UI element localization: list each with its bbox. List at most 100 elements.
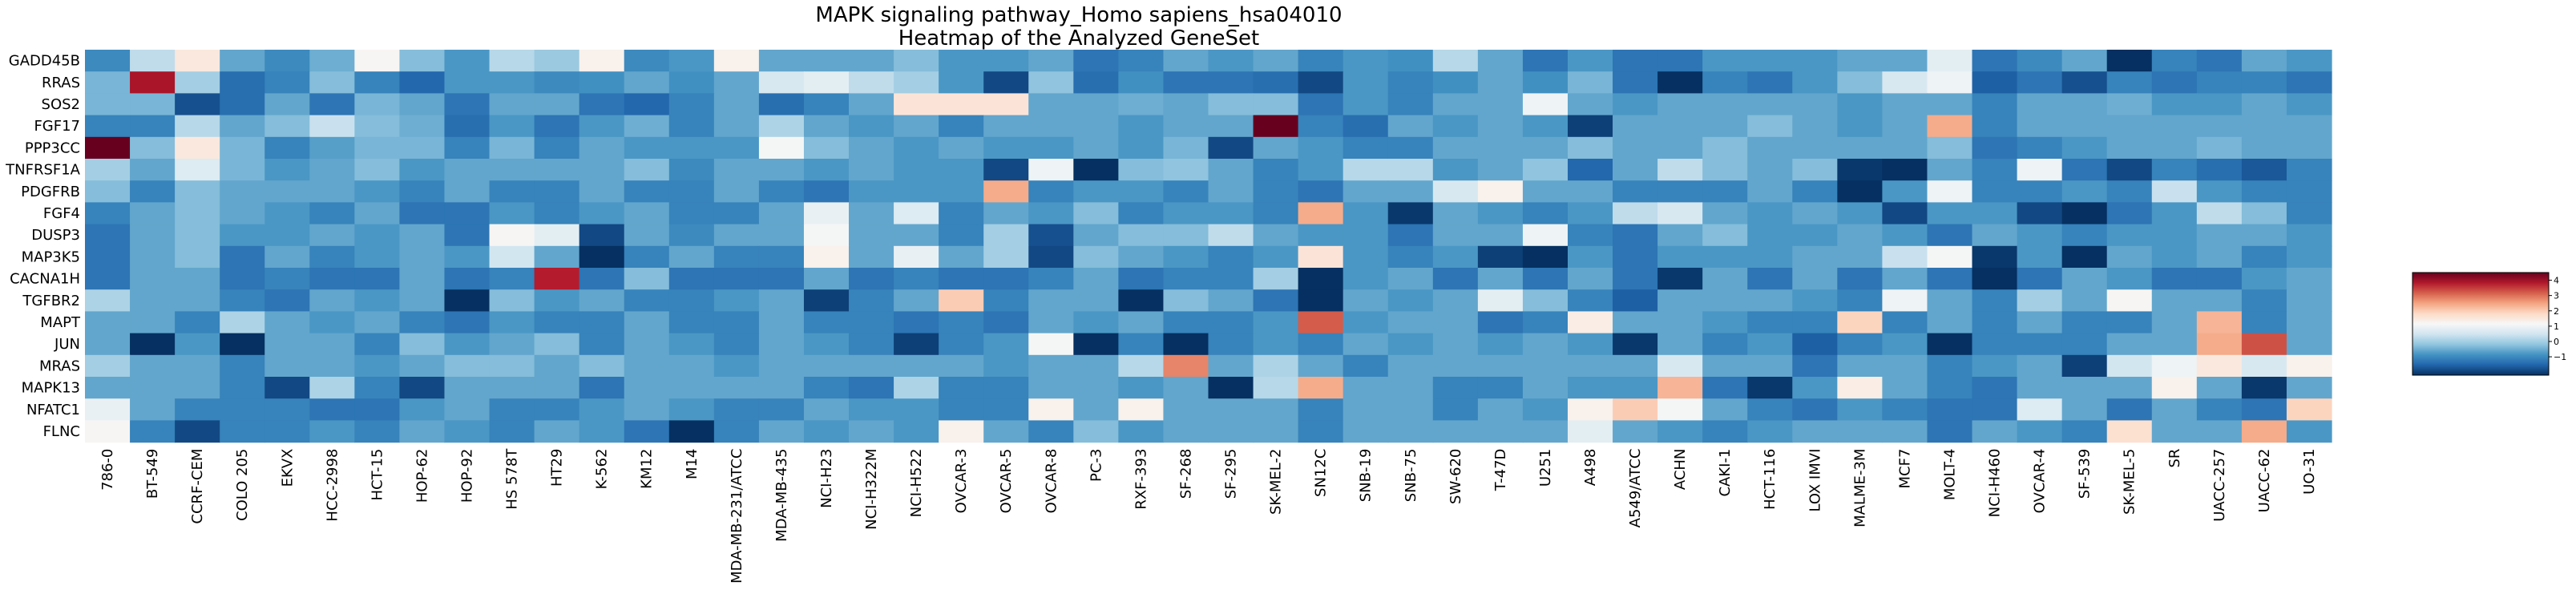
heatmap-cell	[894, 333, 939, 356]
heatmap-cell	[444, 71, 491, 94]
heatmap-cell	[2286, 71, 2332, 94]
heatmap-cell	[1567, 377, 1613, 399]
row-label: FGF4	[43, 205, 80, 222]
heatmap-cell	[939, 377, 984, 399]
heatmap-cell	[444, 268, 491, 290]
heatmap-cell	[1522, 311, 1569, 334]
column-label: NCI-H23	[818, 449, 835, 508]
heatmap-cell	[1747, 333, 1793, 356]
heatmap-cell	[1837, 202, 1883, 225]
heatmap-cell	[1298, 50, 1344, 72]
heatmap-cell	[1387, 224, 1434, 247]
heatmap-cell	[2241, 50, 2287, 72]
heatmap-cell	[1028, 180, 1074, 203]
heatmap-cell	[1028, 202, 1074, 225]
heatmap-cell	[220, 398, 265, 421]
heatmap-cell	[1208, 420, 1254, 443]
heatmap-cell	[1163, 50, 1209, 72]
heatmap-cell	[1387, 136, 1434, 160]
heatmap-cell	[1118, 354, 1165, 378]
heatmap-cell	[1343, 268, 1389, 290]
heatmap-cell	[399, 420, 446, 443]
colorbar-gradient	[2412, 272, 2550, 376]
heatmap-cell	[354, 245, 401, 269]
heatmap-cell	[175, 71, 220, 94]
chart-subtitle: Heatmap of the Analyzed GeneSet	[898, 26, 1260, 51]
heatmap-cell	[1073, 224, 1119, 247]
heatmap-cell	[624, 136, 670, 160]
heatmap-cell	[444, 93, 491, 116]
heatmap-cell	[1837, 136, 1883, 160]
heatmap-cell	[939, 289, 984, 312]
heatmap-cell	[849, 136, 894, 160]
heatmap-cell	[1927, 224, 1973, 247]
heatmap-cell	[1747, 136, 1793, 160]
heatmap-cell	[1792, 333, 1838, 356]
heatmap-cell	[713, 354, 760, 378]
heatmap-cell	[758, 93, 805, 116]
heatmap-cell	[1837, 354, 1883, 378]
column-label: ACHN	[1672, 449, 1689, 491]
heatmap-cell	[130, 180, 176, 203]
heatmap-cell	[1343, 224, 1389, 247]
heatmap-cell	[1702, 377, 1748, 399]
heatmap-cell	[668, 159, 715, 181]
heatmap-cell	[354, 311, 401, 334]
heatmap-cell	[2106, 50, 2153, 72]
heatmap-cell	[1073, 115, 1119, 138]
column-label: MALME-3M	[1851, 449, 1868, 527]
heatmap-cell	[309, 311, 355, 334]
heatmap-cell	[444, 136, 491, 160]
heatmap-cell	[1747, 311, 1793, 334]
heatmap-cell	[85, 398, 131, 421]
heatmap-cell	[2061, 333, 2108, 356]
heatmap-cell	[713, 136, 760, 160]
column-label: MOLT-4	[1941, 449, 1958, 501]
heatmap-cell	[1432, 71, 1479, 94]
heatmap-cell	[1387, 180, 1434, 203]
column-label: OVCAR-8	[1043, 449, 1060, 514]
column-label: UACC-62	[2256, 449, 2273, 513]
heatmap-cell	[1253, 333, 1299, 356]
heatmap-cell	[175, 115, 220, 138]
heatmap-cell	[1882, 136, 1928, 160]
heatmap-cell	[713, 159, 760, 181]
row-label: MRAS	[39, 358, 80, 374]
heatmap-cell	[2286, 289, 2332, 312]
heatmap-cell	[1702, 180, 1748, 203]
heatmap-cell	[1387, 289, 1434, 312]
heatmap-cell	[2151, 71, 2198, 94]
heatmap-cell	[579, 159, 625, 181]
heatmap-cell	[2196, 398, 2243, 421]
heatmap-cell	[713, 71, 760, 94]
heatmap-cell	[2286, 50, 2332, 72]
heatmap-cell	[2286, 115, 2332, 138]
heatmap-cell	[849, 115, 894, 138]
heatmap-cell	[309, 398, 355, 421]
heatmap-cell	[2017, 115, 2063, 138]
heatmap-cell	[579, 420, 625, 443]
heatmap-cell	[1702, 398, 1748, 421]
heatmap-cell	[1118, 136, 1165, 160]
heatmap-cell	[534, 377, 580, 399]
heatmap-cell	[668, 115, 715, 138]
heatmap-cell	[1792, 71, 1838, 94]
heatmap-cell	[983, 202, 1029, 225]
heatmap-cell	[713, 245, 760, 269]
heatmap-cell	[1927, 377, 1973, 399]
heatmap-cell	[1163, 289, 1209, 312]
heatmap-cell	[444, 333, 491, 356]
heatmap-cell	[1837, 268, 1883, 290]
heatmap-cell	[1477, 115, 1524, 138]
heatmap-cell	[2017, 50, 2063, 72]
heatmap-cell	[1972, 245, 2018, 269]
heatmap-cell	[2286, 377, 2332, 399]
heatmap-cell	[2151, 420, 2198, 443]
heatmap-cell	[444, 224, 491, 247]
heatmap-cell	[85, 115, 131, 138]
heatmap-cell	[2061, 377, 2108, 399]
heatmap-cell	[1702, 202, 1748, 225]
heatmap-cell	[1522, 377, 1569, 399]
heatmap-cell	[2151, 93, 2198, 116]
heatmap-cell	[175, 289, 220, 312]
